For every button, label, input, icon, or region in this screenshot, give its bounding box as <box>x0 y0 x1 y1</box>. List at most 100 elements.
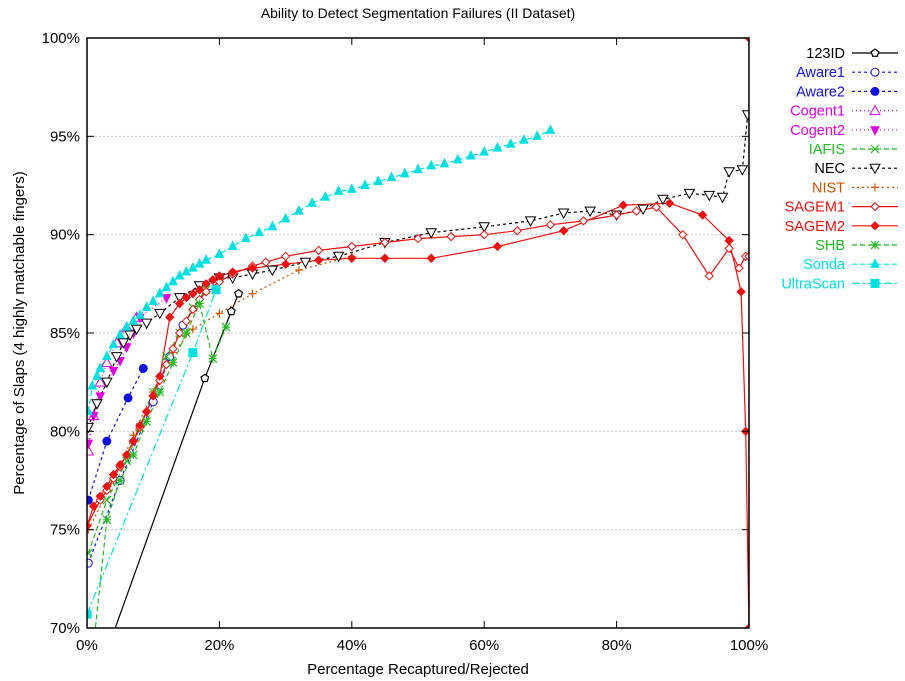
point-sagem2 <box>380 253 390 263</box>
point-shb <box>168 358 178 367</box>
point-nec <box>110 352 123 363</box>
point-sagem2 <box>201 279 211 289</box>
point-sagem2 <box>181 292 192 303</box>
legend-item-shb: SHB <box>815 238 898 254</box>
point-sagem2 <box>558 226 569 236</box>
point-cogent2 <box>95 392 106 403</box>
point-shb <box>102 515 112 525</box>
point-sonda <box>532 130 542 140</box>
point-ultrascan <box>188 348 198 358</box>
point-sonda <box>413 163 423 174</box>
point-sagem1 <box>631 206 642 216</box>
series-line-123id <box>114 293 240 628</box>
legend-marker <box>870 278 880 288</box>
point-shb <box>221 322 231 332</box>
point-cogent1 <box>94 376 107 387</box>
legend-label: Aware2 <box>796 84 845 100</box>
legend-label: 123ID <box>806 46 845 62</box>
point-sagem2 <box>108 469 119 480</box>
point-123id <box>234 288 244 298</box>
y-axis-label: Percentage of Slaps (4 highly matchable … <box>11 171 28 495</box>
point-sagem2 <box>664 198 675 208</box>
point-aware2 <box>87 495 93 505</box>
point-sagem1 <box>446 231 456 242</box>
point-sonda <box>386 171 397 182</box>
point-sagem2 <box>148 391 158 401</box>
point-sonda <box>148 295 159 306</box>
point-sagem2 <box>122 450 132 460</box>
point-sagem2 <box>141 406 152 417</box>
point-nec <box>524 216 537 227</box>
point-cogent2 <box>87 439 94 450</box>
point-sagem1 <box>413 233 423 244</box>
series-line-sagem1 <box>87 206 749 526</box>
legend-marker <box>870 67 880 77</box>
series-line-sonda <box>87 129 551 412</box>
point-sagem1 <box>174 328 185 338</box>
point-ultrascan <box>87 609 92 619</box>
chart-title: Ability to Detect Segmentation Failures … <box>261 5 575 21</box>
legend-item-sagem1: SAGEM1 <box>785 200 898 216</box>
axis-ticks: 70% 75% 80% 85% 90% 95% 100% 0% 20% 40% 60% 80% 100% <box>42 30 769 654</box>
point-sonda <box>194 258 205 268</box>
point-nec <box>741 110 749 121</box>
legend-item-aware2: Aware2 <box>796 84 898 100</box>
legend-item-sagem2: SAGEM2 <box>785 219 898 235</box>
point-sonda <box>519 134 529 144</box>
point-sonda <box>346 183 357 193</box>
point-aware2 <box>123 393 133 403</box>
point-aware2 <box>138 363 148 373</box>
point-nec <box>153 308 166 320</box>
point-sonda <box>505 138 516 148</box>
point-shb <box>155 387 165 397</box>
point-sonda <box>241 232 251 243</box>
legend-label: Cogent2 <box>790 123 845 139</box>
legend-marker <box>870 48 880 57</box>
point-sonda <box>201 254 211 264</box>
point-sagem2 <box>174 298 185 309</box>
point-sagem1 <box>168 344 178 354</box>
point-sagem2 <box>426 253 436 263</box>
point-sonda <box>188 261 198 272</box>
point-sagem2 <box>347 253 357 263</box>
point-nec <box>91 399 103 410</box>
point-sagem2 <box>88 501 99 511</box>
point-sonda <box>168 275 178 286</box>
point-sonda <box>227 240 238 250</box>
point-sonda <box>294 204 304 215</box>
point-sonda <box>95 362 106 372</box>
point-nec <box>584 206 596 218</box>
point-sagem1 <box>188 304 198 315</box>
x-tick-label: 60% <box>469 637 499 654</box>
point-sagem2 <box>208 275 218 285</box>
series-line-nist <box>87 255 352 530</box>
marker-layer <box>87 38 749 628</box>
point-sagem2 <box>697 210 708 220</box>
point-sagem1 <box>545 220 556 230</box>
legend-marker <box>870 221 880 231</box>
point-nec <box>124 330 136 341</box>
x-tick-label: 40% <box>337 637 367 654</box>
point-sonda <box>426 159 437 170</box>
point-sonda <box>161 281 172 292</box>
point-sonda <box>399 167 410 178</box>
point-shb <box>195 299 204 308</box>
series-line-shb <box>94 301 227 628</box>
legend-marker <box>870 86 880 96</box>
point-nec <box>299 257 312 269</box>
point-nist <box>248 289 257 298</box>
point-nec <box>703 190 716 202</box>
legend-label: UltraScan <box>781 276 845 292</box>
point-sonda <box>267 220 278 231</box>
point-sonda <box>121 320 132 331</box>
point-sagem2 <box>227 267 238 277</box>
point-sagem1 <box>380 237 390 248</box>
x-tick-label: 20% <box>204 637 234 654</box>
point-nec <box>657 194 669 206</box>
point-sagem1 <box>512 226 523 236</box>
point-sagem2 <box>128 436 139 446</box>
point-nec <box>87 422 95 434</box>
point-nec <box>101 377 113 389</box>
series-line-ultrascan <box>87 289 217 615</box>
